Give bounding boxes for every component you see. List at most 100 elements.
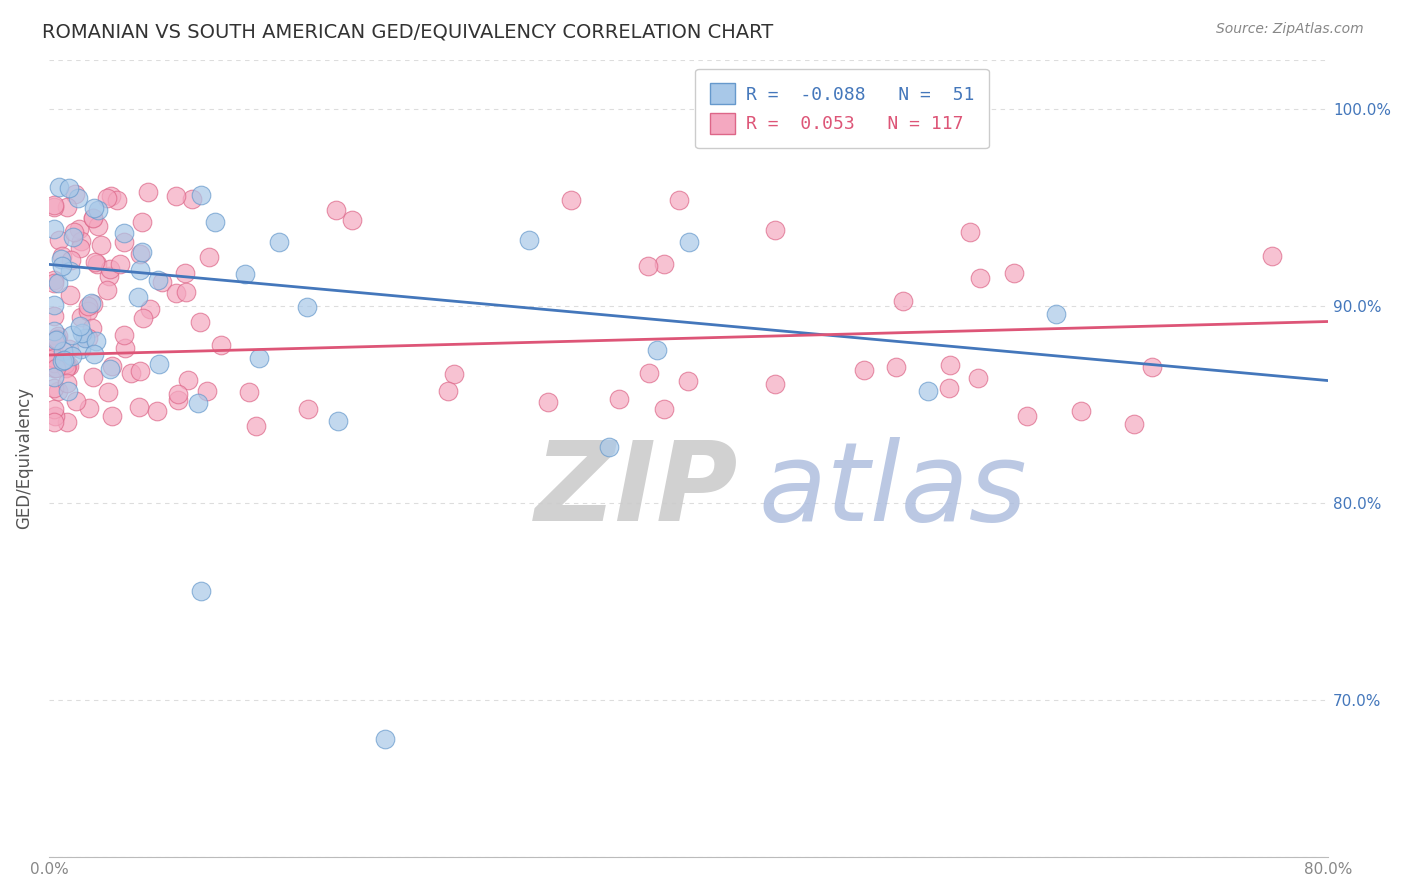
Point [70, 343, 93, 357]
Point [46, 384, 69, 399]
Point [128, 364, 150, 378]
Point [66, 191, 89, 205]
Point [1015, 409, 1038, 423]
Point [96, 191, 118, 205]
Point [668, 194, 690, 208]
Point [98, 262, 121, 277]
Point [46, 332, 69, 346]
Point [56, 200, 79, 214]
Point [112, 327, 135, 342]
Point [1002, 266, 1025, 280]
Point [325, 203, 347, 218]
Point [56, 359, 79, 374]
Point [1142, 359, 1164, 374]
Point [676, 374, 699, 388]
Point [42, 370, 65, 384]
Point [340, 212, 363, 227]
Point [560, 194, 582, 208]
Point [128, 263, 150, 277]
Point [44, 409, 66, 424]
Point [1123, 417, 1146, 432]
Point [62, 229, 84, 244]
Point [83, 201, 105, 215]
Point [42, 415, 65, 429]
Point [129, 247, 152, 261]
Point [44, 346, 66, 360]
Point [917, 384, 939, 399]
Point [654, 402, 676, 417]
Point [148, 272, 170, 286]
Point [60, 327, 83, 342]
Point [187, 396, 209, 410]
Point [127, 290, 149, 304]
Point [59, 252, 82, 267]
Point [73, 331, 96, 345]
Point [233, 268, 256, 282]
Point [97, 385, 120, 400]
Point [44, 222, 66, 236]
Point [42, 356, 65, 370]
Point [180, 192, 202, 206]
Point [77, 331, 100, 345]
Point [101, 359, 124, 374]
Point [637, 259, 659, 273]
Point [67, 222, 90, 236]
Point [174, 285, 197, 299]
Point [42, 200, 65, 214]
Point [49, 252, 72, 267]
Point [297, 401, 319, 416]
Point [42, 324, 65, 338]
Point [65, 393, 87, 408]
Point [51, 354, 73, 368]
Point [297, 300, 319, 314]
Point [638, 367, 661, 381]
Point [108, 257, 131, 271]
Point [238, 384, 260, 399]
Point [58, 359, 80, 373]
Point [42, 273, 65, 287]
Point [77, 299, 100, 313]
Point [42, 351, 65, 366]
Point [190, 188, 212, 202]
Point [77, 401, 100, 416]
Point [83, 347, 105, 361]
Point [52, 343, 75, 358]
Point [195, 384, 218, 398]
Point [45, 361, 67, 376]
Point [326, 414, 349, 428]
Point [82, 369, 104, 384]
Point [131, 244, 153, 259]
Point [42, 277, 65, 291]
Point [46, 276, 69, 290]
Point [76, 303, 98, 318]
Point [82, 297, 104, 311]
Point [443, 367, 465, 381]
Point [245, 418, 267, 433]
Point [136, 185, 159, 199]
Point [197, 250, 219, 264]
Point [1045, 306, 1067, 320]
Point [90, 237, 112, 252]
Point [139, 301, 162, 316]
Point [247, 351, 270, 365]
Point [70, 326, 93, 341]
Point [42, 198, 65, 212]
Point [55, 376, 77, 390]
Point [209, 338, 232, 352]
Point [46, 329, 69, 343]
Point [190, 584, 212, 599]
Point [58, 342, 80, 356]
Point [56, 384, 79, 399]
Point [652, 257, 675, 271]
Point [959, 225, 981, 239]
Point [42, 298, 65, 312]
Point [190, 315, 212, 329]
Point [42, 309, 65, 323]
Point [82, 211, 104, 225]
Point [42, 401, 65, 416]
Point [87, 219, 110, 233]
Point [51, 259, 73, 273]
Point [59, 287, 82, 301]
Point [598, 440, 620, 454]
Text: Source: ZipAtlas.com: Source: ZipAtlas.com [1216, 22, 1364, 37]
